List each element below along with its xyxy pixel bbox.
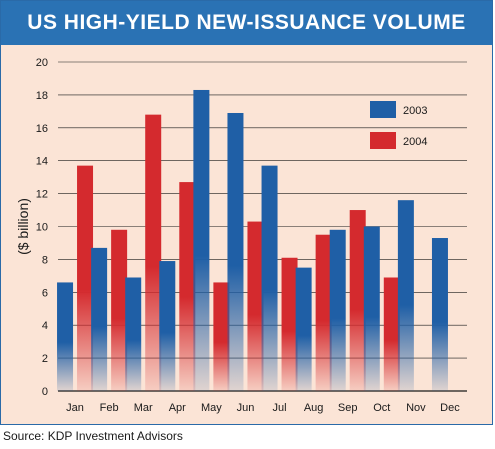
bar-2003-oct bbox=[363, 226, 380, 391]
title-bar: US HIGH-YIELD NEW-ISSUANCE VOLUME bbox=[1, 1, 492, 45]
chart-title: US HIGH-YIELD NEW-ISSUANCE VOLUME bbox=[27, 11, 466, 34]
bar-2003-feb bbox=[91, 247, 108, 391]
bar-chart: 0 2 4 6 8 10 12 14 16 18 20 ($ billion) Jan Feb Mar Apr… bbox=[15, 57, 467, 414]
legend-swatch-2004 bbox=[370, 132, 396, 149]
x-tick-label: Mar bbox=[134, 402, 153, 414]
y-axis-label: ($ billion) bbox=[15, 198, 31, 255]
bar-2003-dec bbox=[431, 238, 448, 391]
x-tick-label: Jul bbox=[273, 402, 287, 414]
chart-figure: US HIGH-YIELD NEW-ISSUANCE VOLUME 0 2 4 6 8 1… bbox=[0, 0, 493, 425]
source-note: Source: KDP Investment Advisors bbox=[3, 429, 183, 443]
bar-2003-aug bbox=[295, 267, 312, 391]
x-tick-label: Dec bbox=[440, 402, 460, 414]
y-tick-label: 10 bbox=[36, 222, 48, 234]
bar-2003-mar bbox=[125, 277, 142, 391]
y-tick-label: 0 bbox=[42, 386, 48, 398]
x-tick-label: Jun bbox=[237, 402, 255, 414]
x-tick-label: May bbox=[201, 402, 222, 414]
bar-2003-sep bbox=[329, 229, 346, 391]
bar-2004-jul bbox=[281, 257, 298, 391]
x-tick-label: Jan bbox=[66, 402, 84, 414]
bar-2004-aug bbox=[315, 234, 332, 391]
y-tick-label: 12 bbox=[36, 189, 48, 201]
bar-2003-apr bbox=[159, 261, 176, 391]
bar-2003-may bbox=[193, 89, 210, 391]
y-tick-label: 18 bbox=[36, 90, 48, 102]
x-tick-label: Apr bbox=[169, 402, 186, 414]
bar-2004-oct bbox=[383, 277, 400, 391]
y-tick-label: 4 bbox=[42, 320, 48, 332]
bar-2004-jan bbox=[77, 165, 94, 391]
x-tick-label: Oct bbox=[373, 402, 390, 414]
legend-label-2003: 2003 bbox=[403, 105, 427, 117]
bar-2004-mar bbox=[145, 114, 162, 391]
bar-2003-jul bbox=[261, 165, 278, 391]
bar-2004-jun bbox=[247, 221, 264, 391]
bar-2003-nov bbox=[397, 200, 414, 391]
bar-2003-jan bbox=[57, 282, 74, 391]
x-tick-label: Sep bbox=[338, 402, 358, 414]
y-tick-label: 16 bbox=[36, 123, 48, 135]
bar-2004-feb bbox=[111, 229, 128, 391]
y-tick-label: 8 bbox=[42, 254, 48, 266]
y-tick-label: 2 bbox=[42, 353, 48, 365]
bar-2004-may bbox=[213, 282, 230, 391]
bar-2004-sep bbox=[349, 210, 366, 391]
x-tick-label: Aug bbox=[304, 402, 324, 414]
bar-2004-apr bbox=[179, 182, 196, 391]
x-tick-label: Nov bbox=[406, 402, 426, 414]
y-tick-label: 6 bbox=[42, 287, 48, 299]
x-tick-label: Feb bbox=[100, 402, 119, 414]
y-tick-label: 14 bbox=[36, 156, 48, 168]
bar-2003-jun bbox=[227, 112, 244, 392]
y-tick-label: 20 bbox=[36, 57, 48, 69]
legend-swatch-2003 bbox=[370, 101, 396, 118]
legend-label-2004: 2004 bbox=[403, 136, 427, 148]
